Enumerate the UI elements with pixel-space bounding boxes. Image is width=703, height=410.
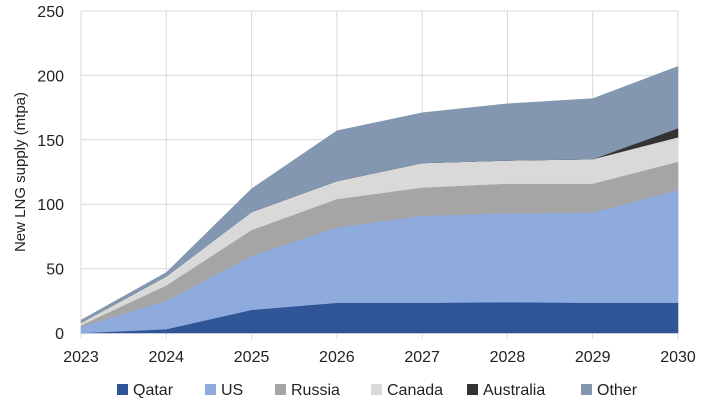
legend-swatch [371,384,382,395]
legend-swatch [275,384,286,395]
y-tick-label: 200 [37,68,64,85]
legend-swatch [467,384,478,395]
areas [80,66,679,334]
x-axis-ticks: 2023 2024 2025 2026 2027 2028 2029 2030 [63,349,696,366]
legend-label: Australia [483,382,545,399]
y-tick-label: 250 [37,4,64,21]
legend-label: Other [597,382,638,399]
legend-swatch [205,384,216,395]
y-tick-label: 0 [55,326,64,343]
legend-label: Canada [387,382,443,399]
x-tick-label: 2024 [148,349,184,366]
legend-label: US [221,382,243,399]
x-tick-label: 2029 [575,349,611,366]
legend-swatch [581,384,592,395]
legend-item-us: US [205,382,243,399]
legend-item-canada: Canada [371,382,443,399]
x-tick-label: 2026 [319,349,355,366]
y-tick-label: 50 [46,262,64,279]
y-tick-label: 150 [37,133,64,150]
legend-swatch [117,384,128,395]
x-tick-label: 2023 [63,349,99,366]
legend-item-russia: Russia [275,382,340,399]
y-tick-label: 100 [37,197,64,214]
legend-label: Qatar [133,382,174,399]
legend: Qatar US Russia Canada Australia Other [117,382,638,399]
x-tick-label: 2028 [490,349,526,366]
area-other [80,66,679,324]
x-tick-label: 2027 [404,349,440,366]
legend-item-australia: Australia [467,382,545,399]
legend-item-other: Other [581,382,638,399]
y-axis-ticks: 0 50 100 150 200 250 [37,4,64,343]
x-tick-label: 2025 [234,349,270,366]
legend-label: Russia [291,382,340,399]
y-axis-label: New LNG supply (mtpa) [12,92,29,252]
legend-item-qatar: Qatar [117,382,174,399]
x-tick-label: 2030 [660,349,696,366]
